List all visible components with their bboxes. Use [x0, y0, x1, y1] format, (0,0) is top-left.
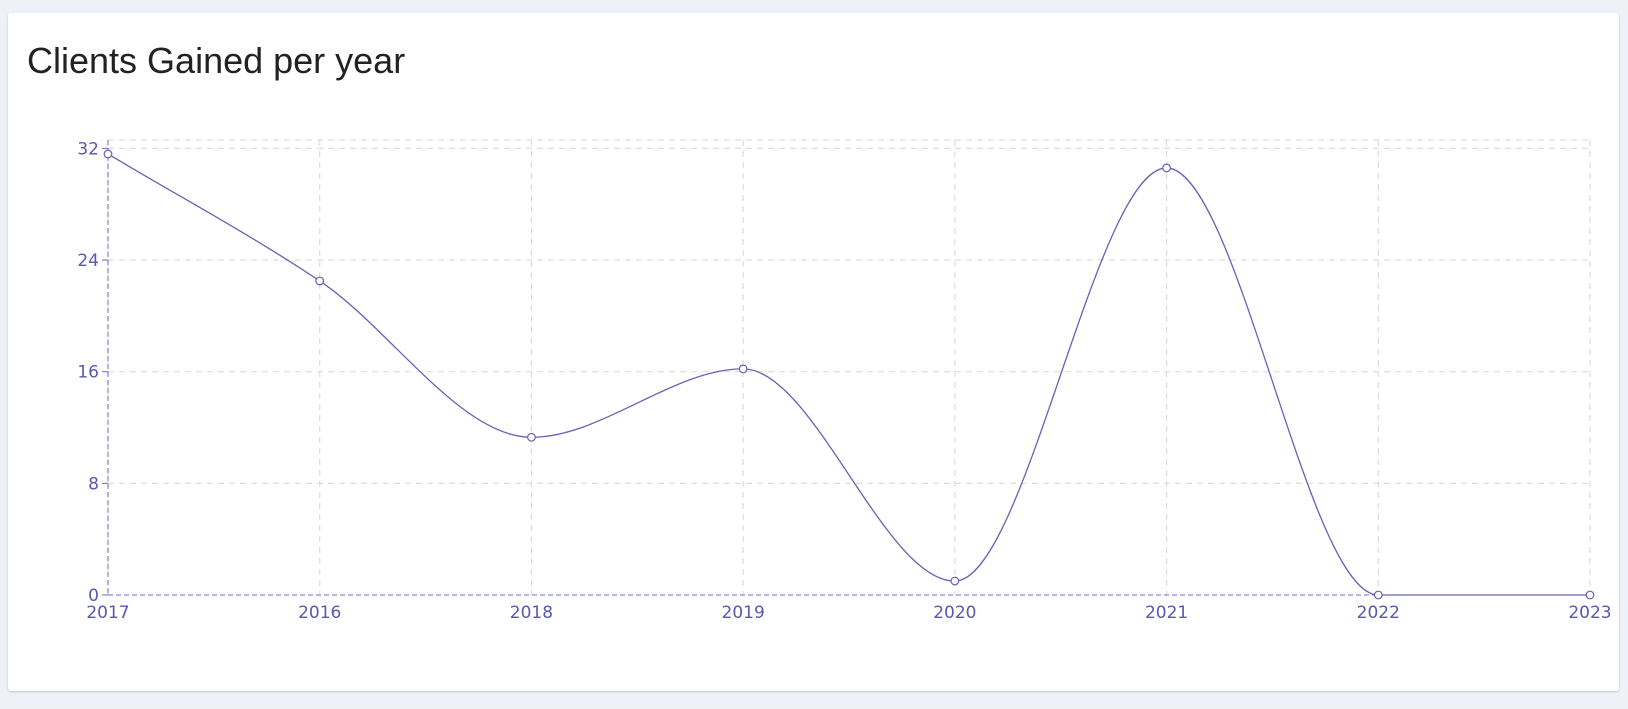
data-point — [738, 364, 748, 374]
tick-labels: 0 8 16 24 32 2017 2016 2018 2019 2020 2021 2022 2023 — [77, 139, 1611, 623]
x-tick-label: 2017 — [86, 603, 129, 623]
data-point — [1373, 590, 1383, 600]
chart-card: Clients Gained per year 0 8 16 24 32 2017 2016… — [8, 13, 1619, 691]
data-point — [1162, 163, 1171, 173]
x-tick-label: 2020 — [933, 603, 976, 623]
series-line — [107, 153, 1590, 596]
y-tick-label: 24 — [77, 251, 99, 271]
y-tick-label: 8 — [88, 474, 99, 494]
series-layer — [103, 149, 1595, 600]
data-point — [950, 576, 960, 586]
line-chart: 0 8 16 24 32 2017 2016 2018 2019 2020 2021 2022 2023 — [77, 139, 1611, 623]
data-point — [1585, 590, 1595, 600]
data-point — [527, 432, 536, 442]
x-tick-label: 2016 — [298, 603, 341, 623]
y-tick-label: 16 — [77, 363, 99, 383]
data-point — [315, 276, 325, 286]
y-tick-label: 0 — [88, 586, 99, 606]
axes — [102, 140, 1590, 596]
chart-title: Clients Gained per year — [27, 40, 406, 81]
x-tick-label: 2021 — [1145, 603, 1188, 623]
y-tick-label: 32 — [77, 139, 99, 159]
x-tick-label: 2019 — [722, 603, 765, 623]
grid-lines — [107, 139, 1591, 595]
x-tick-label: 2022 — [1357, 603, 1400, 623]
x-tick-label: 2023 — [1568, 603, 1611, 623]
data-point — [103, 149, 113, 159]
x-tick-label: 2018 — [510, 603, 553, 623]
